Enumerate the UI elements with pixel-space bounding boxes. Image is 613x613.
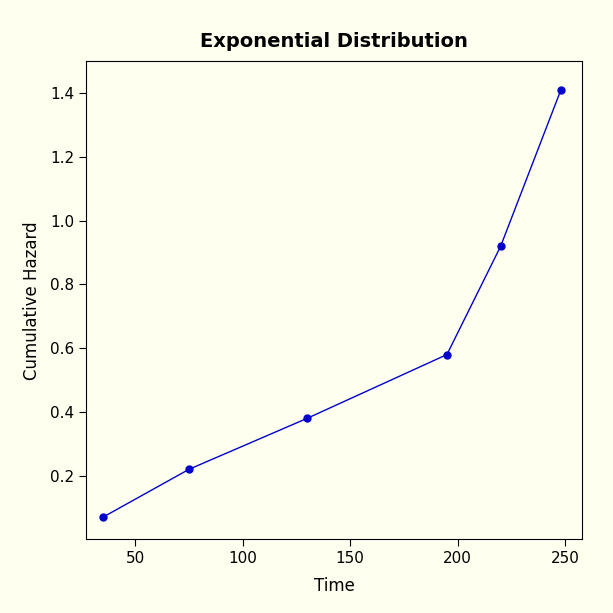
Title: Exponential Distribution: Exponential Distribution [200, 32, 468, 51]
X-axis label: Time: Time [314, 577, 354, 595]
Y-axis label: Cumulative Hazard: Cumulative Hazard [23, 221, 42, 379]
